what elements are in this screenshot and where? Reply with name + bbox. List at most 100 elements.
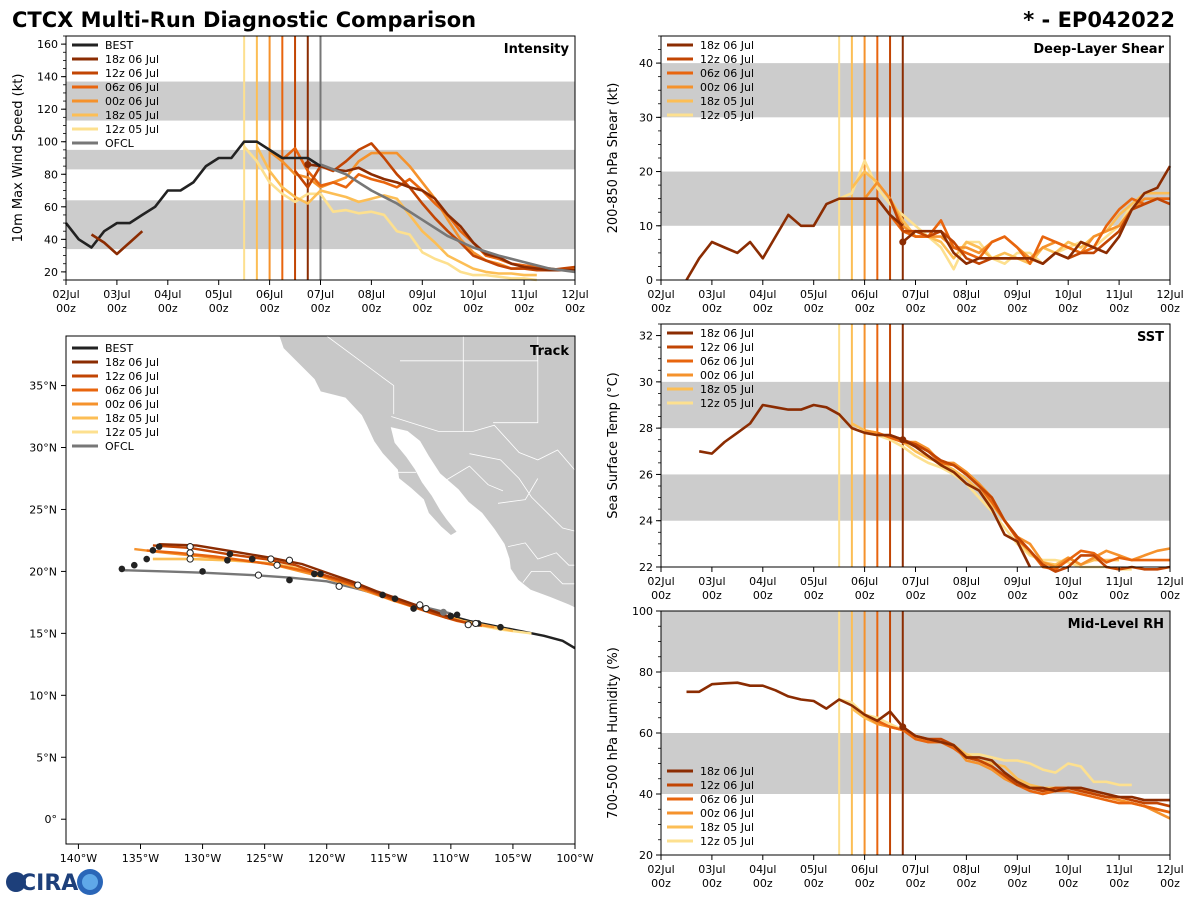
track-xtick-label: 115°W (370, 852, 407, 865)
intensity-legend-label: 18z 05 Jul (105, 109, 159, 122)
track-marker-filled (453, 611, 461, 619)
track-legend-label: 18z 05 Jul (105, 412, 159, 425)
sst-ytick-label: 26 (639, 468, 653, 481)
rh-xtick-label: 06Jul (851, 863, 878, 876)
intensity-xtick-sublabel: 00z (565, 302, 585, 315)
sst-legend-label: 12z 05 Jul (700, 397, 754, 410)
rh-ylabel: 700-500 hPa Humidity (%) (606, 647, 621, 819)
intensity-xtick-sublabel: 00z (260, 302, 280, 315)
shear-band (661, 63, 1170, 118)
shear-panel: 01020304002Jul00z03Jul00z04Jul00z05Jul00… (606, 35, 1184, 315)
sst-xtick-sublabel: 00z (702, 589, 722, 602)
sst-legend-label: 06z 06 Jul (700, 355, 754, 368)
intensity-xtick-sublabel: 00z (362, 302, 382, 315)
track-marker-open (186, 543, 194, 551)
track-ytick-label: 10°N (29, 689, 57, 702)
shear-xtick-label: 11Jul (1105, 288, 1132, 301)
rh-xtick-label: 03Jul (698, 863, 725, 876)
sst-xtick-sublabel: 00z (855, 589, 875, 602)
track-axes-frame (65, 335, 576, 845)
track-marker-open (464, 621, 472, 629)
intensity-ytick-label: 160 (37, 38, 58, 51)
shear-series-line (685, 197, 904, 281)
sst-legend-label: 12z 06 Jul (700, 341, 754, 354)
intensity-legend-label: 18z 06 Jul (105, 53, 159, 66)
track-marker-open (254, 571, 263, 579)
intensity-title: Intensity (504, 42, 570, 57)
sst-legend-label: 18z 05 Jul (700, 383, 754, 396)
land-mass (278, 336, 575, 609)
track-xtick-label: 120°W (308, 852, 345, 865)
track-marker-filled (447, 612, 455, 620)
track-ytick-label: 20°N (29, 565, 57, 578)
sst-xtick-label: 05Jul (800, 575, 827, 588)
rh-xtick-sublabel: 00z (1109, 877, 1129, 890)
logo-text: CIRA (20, 871, 78, 896)
rh-xtick-sublabel: 00z (855, 877, 875, 890)
intensity-series-line (307, 163, 575, 272)
rh-legend-label: 12z 06 Jul (700, 779, 754, 792)
shear-ytick-label: 40 (639, 57, 653, 70)
intensity-xtick-label: 02Jul (52, 288, 79, 301)
sst-xtick-label: 09Jul (1004, 575, 1031, 588)
track-marker-filled (286, 576, 293, 584)
intensity-xtick-label: 11Jul (510, 288, 537, 301)
rh-panel: 2040608010002Jul00z03Jul00z04Jul00z05Jul… (606, 605, 1184, 890)
track-legend-label: 12z 05 Jul (105, 426, 159, 439)
sst-xtick-sublabel: 00z (1160, 589, 1180, 602)
intensity-series-line (243, 145, 537, 282)
sst-xtick-label: 04Jul (749, 575, 776, 588)
state-border (493, 336, 539, 424)
intensity-ytick-label: 60 (44, 201, 58, 214)
intensity-legend-label: 06z 06 Jul (105, 81, 159, 94)
rh-legend-label: 18z 06 Jul (700, 765, 754, 778)
track-ytick-label: 25°N (29, 503, 57, 516)
rh-series-line (902, 725, 1170, 802)
rh-ytick-label: 20 (639, 849, 653, 862)
rh-ytick-label: 100 (632, 605, 653, 618)
rh-xtick-label: 07Jul (902, 863, 929, 876)
rh-series-line (838, 698, 1132, 787)
rh-xtick-sublabel: 00z (804, 877, 824, 890)
shear-legend-label: 00z 06 Jul (700, 81, 754, 94)
intensity-xtick-sublabel: 00z (514, 302, 534, 315)
figure-title: CTCX Multi-Run Diagnostic Comparison (12, 8, 476, 32)
rh-xtick-label: 02Jul (647, 863, 674, 876)
sst-xtick-sublabel: 00z (957, 589, 977, 602)
sst-xtick-label: 11Jul (1105, 575, 1132, 588)
track-legend-label: 18z 06 Jul (105, 356, 159, 369)
sst-series-line (889, 433, 1171, 573)
intensity-series-line (90, 230, 144, 256)
sst-xtick-label: 02Jul (647, 575, 674, 588)
track-ytick-label: 35°N (29, 380, 57, 393)
shear-band (661, 171, 1170, 226)
track-inner (66, 336, 575, 844)
intensity-series-line (320, 163, 576, 274)
shear-xtick-label: 08Jul (953, 288, 980, 301)
track-marker-open (186, 555, 194, 563)
track-legend-label: BEST (105, 342, 133, 355)
intensity-init-marker (304, 161, 312, 169)
track-ytick-label: 15°N (29, 627, 57, 640)
track-legend-label: 00z 06 Jul (105, 398, 159, 411)
track-legend-label: 12z 06 Jul (105, 370, 159, 383)
state-border (507, 542, 575, 566)
track-panel: 140°W 135°W 130°W 125°W 120°W 115°W 110°W 105°W… (29, 335, 594, 865)
rh-title: Mid-Level RH (1068, 617, 1164, 632)
rh-series-line (686, 681, 904, 728)
sst-xtick-sublabel: 00z (1007, 589, 1027, 602)
state-border (469, 453, 575, 532)
intensity-series-line (281, 146, 575, 272)
track-marker-open (186, 549, 194, 557)
track-marker-filled (310, 570, 318, 578)
state-border (391, 416, 575, 471)
shear-ytick-label: 0 (646, 274, 653, 287)
intensity-panel: 2040608010012014016002Jul00z03Jul00z04Ju… (11, 35, 589, 315)
rh-legend-label: 06z 06 Jul (700, 793, 754, 806)
intensity-xtick-sublabel: 00z (311, 302, 331, 315)
shear-xtick-sublabel: 00z (804, 302, 824, 315)
rh-band (661, 611, 1170, 672)
shear-xtick-label: 05Jul (800, 288, 827, 301)
rh-xtick-sublabel: 00z (957, 877, 977, 890)
